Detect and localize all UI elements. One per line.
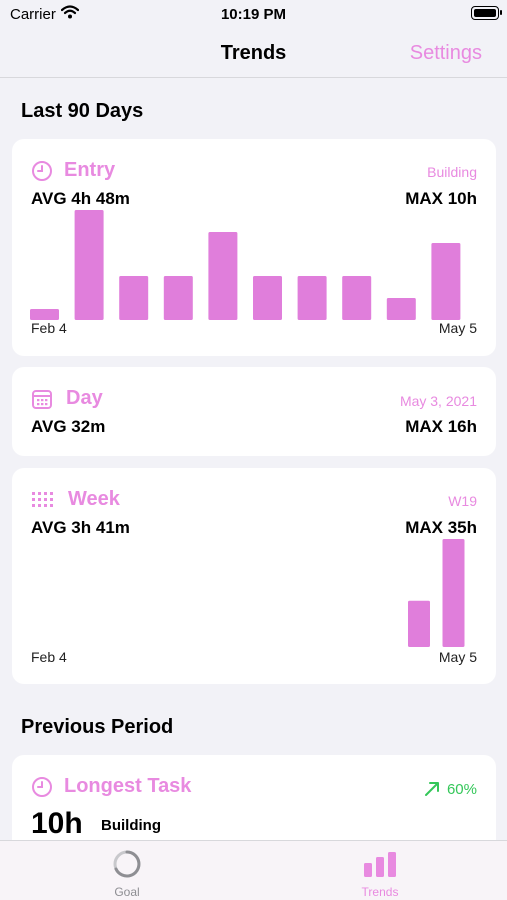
status-time: 10:19 PM bbox=[220, 6, 287, 23]
clock-icon bbox=[32, 161, 52, 181]
bar-chart-icon bbox=[364, 852, 396, 877]
entry-bar-1 bbox=[74, 210, 104, 320]
calendar-icon bbox=[32, 390, 52, 409]
entry-bar-8 bbox=[386, 298, 416, 320]
grid-dots-icon bbox=[32, 492, 53, 507]
entry-bar-4 bbox=[208, 232, 238, 320]
entry-bar-5 bbox=[253, 276, 282, 320]
page-title: Trends bbox=[220, 42, 287, 64]
wifi-icon bbox=[61, 5, 79, 19]
entry-bar-7 bbox=[342, 276, 372, 320]
carrier-label: Carrier bbox=[10, 6, 56, 23]
settings-button[interactable]: Settings bbox=[409, 42, 482, 64]
section-title-last-90-days: Last 90 Days bbox=[21, 100, 144, 122]
longest-task-subtitle: Building bbox=[101, 817, 161, 834]
tab-goal[interactable]: Goal bbox=[67, 841, 187, 900]
goal-ring-icon bbox=[113, 850, 141, 878]
entry-max-value: MAX 10h bbox=[405, 189, 477, 208]
week-trend-card[interactable]: Week W19 AVG 3h 41m MAX 35h Feb 4 May 5 bbox=[12, 468, 496, 684]
navigation-bar: Trends Settings bbox=[0, 30, 507, 78]
entry-bar-6 bbox=[297, 276, 327, 320]
longest-task-value: 10h bbox=[31, 807, 83, 840]
week-bar-chart bbox=[408, 539, 465, 647]
entry-card-tag: Building bbox=[427, 164, 477, 180]
arrow-up-right-icon bbox=[425, 782, 439, 796]
week-bar-18 bbox=[408, 600, 430, 647]
entry-card-title: Entry bbox=[64, 159, 116, 181]
week-card-title: Week bbox=[68, 488, 120, 510]
week-chart-end-label: May 5 bbox=[438, 649, 477, 665]
entry-bar-0 bbox=[30, 309, 59, 320]
week-max-value: MAX 35h bbox=[405, 518, 477, 537]
day-avg-value: AVG 32m bbox=[31, 417, 106, 436]
day-card-date: May 3, 2021 bbox=[399, 393, 477, 409]
week-bar-19 bbox=[442, 539, 465, 647]
week-card-tag: W19 bbox=[448, 493, 477, 509]
tab-trends[interactable]: Trends bbox=[320, 841, 440, 900]
clock-icon bbox=[32, 777, 52, 797]
tab-trends-label: Trends bbox=[361, 885, 399, 899]
entry-bar-9 bbox=[431, 243, 461, 320]
week-chart-start-label: Feb 4 bbox=[31, 649, 67, 665]
entry-chart-start-label: Feb 4 bbox=[31, 320, 67, 336]
day-max-value: MAX 16h bbox=[405, 417, 477, 436]
entry-bar-3 bbox=[163, 276, 193, 320]
tab-bar: Goal Trends bbox=[0, 840, 507, 900]
entry-bar-2 bbox=[119, 276, 149, 320]
status-bar: Carrier 10:19 PM bbox=[0, 0, 507, 30]
battery-icon bbox=[471, 6, 502, 20]
tab-goal-label: Goal bbox=[114, 885, 140, 899]
longest-task-title: Longest Task bbox=[64, 775, 192, 797]
week-avg-value: AVG 3h 41m bbox=[31, 518, 130, 537]
entry-trend-card[interactable]: Entry Building AVG 4h 48m MAX 10h Feb 4 … bbox=[12, 139, 496, 356]
longest-task-change: 60% bbox=[446, 781, 477, 798]
entry-avg-value: AVG 4h 48m bbox=[31, 189, 130, 208]
day-trend-card[interactable]: Day May 3, 2021 AVG 32m MAX 16h bbox=[12, 367, 496, 456]
section-title-previous-period: Previous Period bbox=[21, 716, 174, 738]
entry-chart-end-label: May 5 bbox=[438, 320, 477, 336]
entry-bar-chart bbox=[30, 210, 461, 320]
day-card-title: Day bbox=[66, 387, 103, 409]
